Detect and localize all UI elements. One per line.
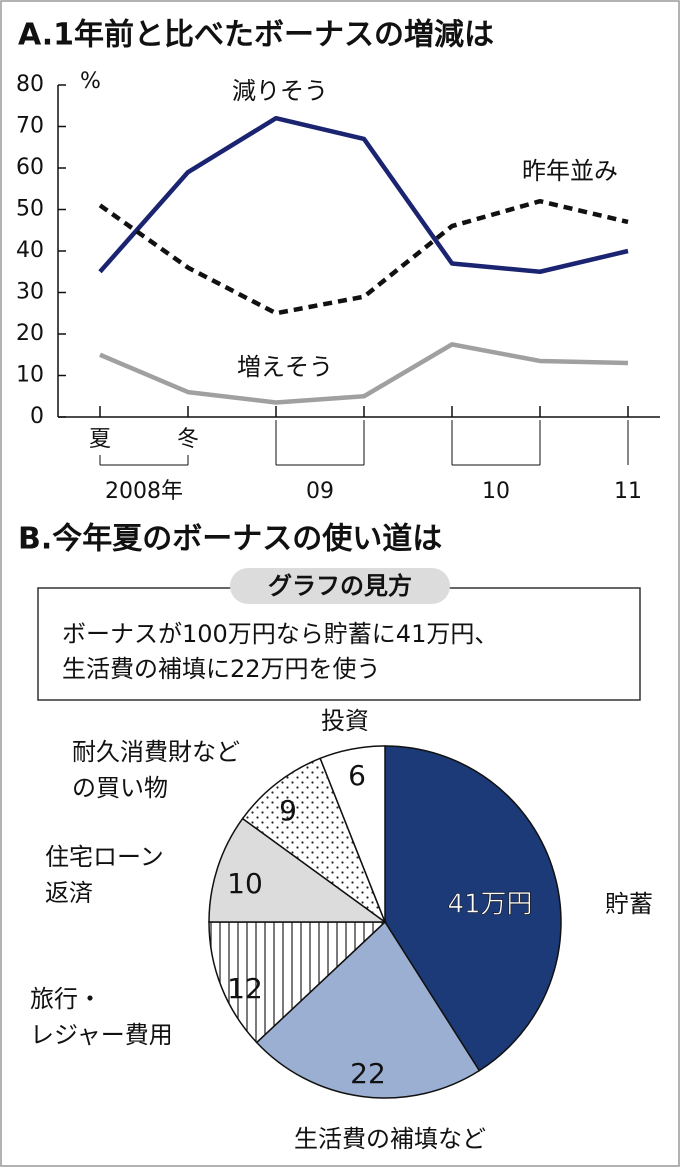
y-tick-label: 60 [16, 155, 44, 180]
y-tick-label: 10 [16, 363, 44, 388]
value-label: 41万円 [447, 890, 532, 920]
slice-label: 投資 [321, 707, 369, 735]
slice-label: レジャー費用 [30, 1021, 173, 1049]
note-line: 生活費の補填に22万円を使う [62, 655, 381, 683]
y-tick-label: 80 [16, 72, 44, 97]
series-line [98, 198, 629, 316]
series-label: 減りそう [232, 77, 328, 105]
pie-slice [208, 921, 387, 1044]
y-tick-label: 0 [30, 404, 44, 429]
note-box [37, 587, 641, 701]
x-group-label: 09 [306, 479, 334, 504]
series-label: 増えそう [237, 353, 333, 381]
note-title: グラフの見方 [268, 572, 412, 600]
slice-label: 旅行・ [30, 985, 102, 1013]
pie-slice [255, 920, 481, 1099]
slice-label: 住宅ローン [45, 843, 164, 871]
series-line [98, 115, 629, 274]
value-label: 22 [350, 1057, 386, 1090]
y-tick-label: 70 [16, 114, 44, 139]
y-tick-label: 20 [16, 321, 44, 346]
y-unit: % [80, 69, 101, 94]
x-tick-label: 夏 [89, 427, 111, 452]
value-label: 10 [227, 867, 263, 900]
note-pill [230, 568, 450, 604]
pie-slice [384, 745, 562, 1072]
chart-a-title: A.1年前と比べたボーナスの増減は [18, 18, 494, 53]
y-tick-label: 30 [16, 280, 44, 305]
slice-label: 耐久消費財など [72, 738, 240, 766]
y-tick-label: 40 [16, 238, 44, 263]
x-group-label: 2008年 [105, 479, 183, 504]
series-line [99, 342, 629, 405]
slice-label: 生活費の補填など [294, 1125, 486, 1153]
x-group-label: 10 [482, 479, 510, 504]
value-label: 12 [227, 972, 263, 1005]
slice-label: 貯蓄 [605, 890, 653, 918]
pie-slice [241, 757, 387, 925]
slice-label: の買い物 [72, 774, 168, 802]
value-label: 9 [279, 794, 297, 827]
pie-slice [319, 745, 386, 923]
note-line: ボーナスが100万円なら貯蓄に41万円、 [62, 620, 498, 648]
chart-b-title: B.今年夏のボーナスの使い道は [18, 522, 442, 557]
slice-label: 返済 [45, 879, 93, 907]
y-tick-label: 50 [16, 197, 44, 222]
series-label: 昨年並み [522, 157, 618, 185]
x-group-label: 11 [614, 479, 642, 504]
x-tick-label: 冬 [177, 427, 199, 452]
pie-slice [208, 817, 388, 923]
value-label: 6 [348, 759, 366, 792]
